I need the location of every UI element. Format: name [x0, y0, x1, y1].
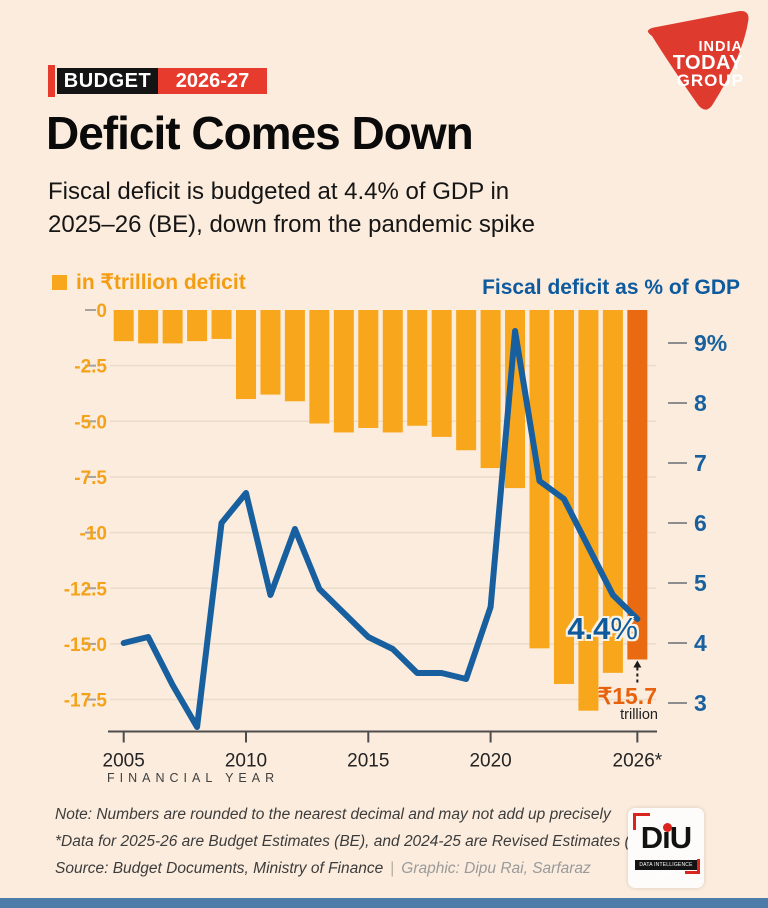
badge-accent-bar: [48, 65, 55, 97]
india-today-group-logo: INDIA TODAY GROUP: [647, 11, 749, 110]
footer-credit: Graphic: Dipu Rai, Sarfaraz: [401, 860, 591, 877]
annotation-percent-sign: %: [610, 611, 638, 646]
svg-text:9%: 9%: [694, 330, 727, 356]
bottom-accent-strip: [0, 898, 768, 908]
diu-logo: DiU DATA INTELLIGENCE UNIT: [628, 808, 704, 888]
svg-text:2005: 2005: [103, 751, 145, 772]
svg-text:4: 4: [694, 630, 707, 656]
svg-text:2010: 2010: [225, 751, 267, 772]
badge-year: 2026-27: [158, 68, 267, 94]
diu-logo-subtext: DATA INTELLIGENCE UNIT: [635, 860, 697, 878]
x-axis-title: FINANCIAL YEAR: [107, 771, 280, 785]
svg-text:2015: 2015: [347, 751, 389, 772]
legend-line-label: Fiscal deficit as % of GDP: [482, 276, 740, 299]
svg-text:-10: -10: [80, 524, 107, 545]
svg-text:0: 0: [96, 301, 107, 322]
svg-text:8: 8: [694, 390, 707, 416]
deficit-combo-chart: 0 -2.5 -5.0 -7.5 -10 -12.5 -15.0 -17.5 9% 8 7 6 5 4 3 2…: [64, 301, 728, 772]
svg-text:-17.5: -17.5: [64, 691, 108, 712]
subtitle-line2: 2025–26 (BE), down from the pandemic spi…: [48, 211, 535, 238]
logo-text-line3: GROUP: [677, 71, 744, 90]
diu-bracket-topleft-icon: [633, 813, 650, 830]
svg-text:2020: 2020: [469, 751, 511, 772]
svg-text:-15.0: -15.0: [64, 635, 107, 656]
footer-note-1: Note: Numbers are rounded to the nearest…: [55, 806, 611, 823]
svg-text:2026*: 2026*: [613, 751, 663, 772]
footer-source-line: Source: Budget Documents, Ministry of Fi…: [55, 860, 591, 878]
svg-text:-5.0: -5.0: [74, 412, 107, 433]
page-title: Deficit Comes Down: [46, 107, 474, 159]
svg-text:3: 3: [694, 690, 707, 716]
footer-source: Source: Budget Documents, Ministry of Fi…: [55, 860, 384, 877]
svg-text:7: 7: [694, 450, 707, 476]
logo-shape: [647, 11, 749, 110]
legend-bars: in ₹trillion deficit: [52, 270, 246, 295]
svg-text:6: 6: [694, 510, 707, 536]
annotation-percent: 4.4%: [498, 611, 638, 647]
logo-text-line1: INDIA: [699, 39, 743, 55]
diu-bracket-bottomright-icon: [685, 859, 700, 874]
annotation-percent-value: 4.4: [567, 611, 611, 646]
badge-label: BUDGET: [57, 68, 158, 94]
svg-text:-2.5: -2.5: [74, 357, 107, 378]
annotation-amount: ₹15.7: [597, 683, 657, 709]
subtitle-line1: Fiscal deficit is budgeted at 4.4% of GD…: [48, 178, 510, 205]
bar-swatch-icon: [52, 275, 67, 290]
svg-text:-12.5: -12.5: [64, 579, 108, 600]
svg-text:-7.5: -7.5: [74, 468, 107, 489]
annotation-amount-unit: trillion: [620, 707, 658, 723]
legend-bars-label: in ₹trillion deficit: [76, 271, 246, 294]
footer-separator: |: [390, 860, 395, 877]
footer-note-2: *Data for 2025-26 are Budget Estimates (…: [55, 833, 657, 850]
svg-text:5: 5: [694, 570, 707, 596]
logo-text-line2: TODAY: [673, 52, 743, 74]
diu-red-dot-icon: [663, 823, 672, 832]
